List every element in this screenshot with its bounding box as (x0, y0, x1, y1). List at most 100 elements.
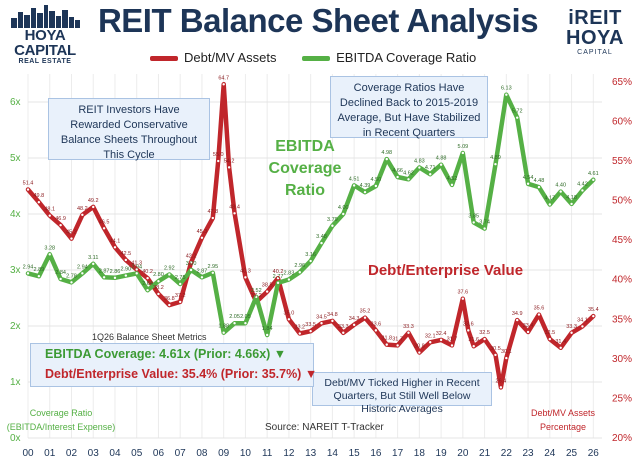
ebitda-data-label: 2.83 (284, 271, 295, 277)
ebitda-data-label: 1.84 (262, 326, 273, 332)
debt-data-label: 32.5 (479, 330, 490, 336)
ebitda-data-point (26, 272, 30, 275)
x-tick-label: 04 (109, 448, 121, 459)
debt-data-label: 33.2 (294, 325, 305, 331)
debt-data-point (287, 318, 291, 321)
ebitda-data-label: 4.39 (360, 183, 371, 189)
chart-title: REIT Balance Sheet Analysis (97, 2, 539, 39)
debt-data-point (516, 318, 519, 322)
ebitda-data-point (429, 173, 432, 176)
debt-data-point (526, 330, 530, 334)
ebitda-data-point (592, 178, 595, 182)
ebitda-data-label: 2.90 (120, 267, 131, 273)
ebitda-data-label: 3.00 (186, 261, 197, 267)
ebitda-data-point (548, 203, 552, 206)
debt-data-label: 35.4 (588, 307, 599, 313)
logo-brand: HOYA CAPITAL (14, 27, 76, 59)
debt-data-label: 54.2 (224, 158, 235, 164)
x-tick-label: 03 (88, 448, 100, 459)
ebitda-data-label: 4.48 (534, 178, 545, 184)
debt-data-point (505, 356, 508, 360)
ebitda-data-label: 2.86 (110, 269, 121, 275)
debt-data-point (189, 261, 193, 264)
ebitda-data-label: 2.05 (240, 314, 251, 320)
debt-data-point (429, 341, 432, 344)
legend-swatch-debt (150, 56, 178, 62)
y-right-tick-label: 50% (612, 196, 632, 207)
ebitda-data-point (439, 163, 443, 166)
ebitda-data-point (352, 184, 356, 187)
ebitda-data-label: 4.51 (349, 176, 360, 182)
debt-data-point (450, 344, 454, 347)
data-labels: 51.449.8 48.146.9 45.2 48.249.2 46.5 44.1 42.5… (23, 75, 599, 384)
ebitda-data-point (189, 268, 193, 272)
ebitda-data-label: 4.17 (544, 195, 555, 201)
right-axis-ticks: 20% 25% 30% 35% 40% 45% 50% 55% 60% 65% (612, 77, 632, 444)
ebitda-data-point (70, 281, 73, 284)
debt-data-label: 44.1 (110, 238, 121, 244)
debt-data-point (102, 227, 106, 230)
ebitda-data-point (222, 331, 225, 334)
x-tick-label: 01 (44, 448, 56, 459)
ebitda-data-point (233, 322, 236, 325)
debt-data-point (363, 316, 367, 319)
debt-data-label: 42.2 (186, 253, 197, 259)
legend-label-debt: Debt/MV Assets (184, 50, 277, 65)
metric-debt-ev: Debt/Enterprise Value: 35.4% (Prior: 35.… (45, 367, 318, 381)
ebitda-data-label: 4.52 (447, 176, 458, 182)
debt-data-label: 37.2 (175, 293, 186, 299)
x-tick-label: 10 (240, 448, 252, 459)
ebitda-data-label: 2.92 (164, 265, 175, 271)
ebitda-data-point (81, 272, 84, 275)
debt-data-label: 38.5 (262, 283, 273, 289)
ebitda-data-label: 2.77 (273, 274, 284, 280)
debt-data-point (472, 345, 475, 348)
y-right-tick-label: 25% (612, 393, 632, 404)
debt-data-label: 36.8 (164, 296, 175, 302)
ebitda-data-point (298, 271, 301, 274)
ebitda-data-label: 3.28 (44, 245, 55, 251)
debt-data-label: 34.8 (327, 312, 338, 318)
debt-ev-label: Debt/Enterprise Value (368, 262, 524, 279)
debt-data-label: 31.7 (447, 336, 458, 342)
debt-data-label: 33.6 (371, 321, 382, 327)
x-tick-label: 14 (327, 448, 339, 459)
ebitda-data-point (59, 277, 62, 281)
debt-data-point (407, 331, 410, 334)
debt-data-label: 48.2 (77, 206, 88, 212)
ebitda-data-point (178, 282, 182, 286)
ebitda-data-point (537, 185, 541, 189)
legend-swatch-ebitda (302, 56, 331, 62)
ebitda-data-point (526, 182, 530, 185)
ebitda-data-label: 2.87 (99, 268, 110, 274)
ebitda-coverage-label: EBITDA Coverage Ratio (268, 138, 342, 199)
debt-data-point (385, 343, 388, 346)
x-tick-label: 20 (457, 448, 469, 459)
left-axis-note: Coverage Ratio (EBITDA/Interest Expense) (6, 408, 116, 432)
debt-data-label: 33.3 (403, 324, 414, 330)
ebitda-data-label: 4.54 (523, 175, 534, 181)
debt-data-label: 34.1 (577, 317, 588, 323)
debt-data-label: 46.9 (55, 216, 66, 222)
x-tick-label: 23 (523, 448, 535, 459)
debt-data-point (548, 337, 552, 341)
ebitda-data-label: 4.18 (566, 195, 577, 201)
debt-data-label: 31.6 (468, 337, 479, 343)
x-tick-label: 12 (283, 448, 295, 459)
debt-data-point (217, 159, 220, 163)
ebitda-data-label: 2.78 (66, 273, 77, 279)
ebitda-data-point (37, 274, 41, 278)
debt-data-label: 35.6 (534, 306, 545, 312)
debt-data-label: 30.5 (490, 346, 501, 352)
debt-data-point (211, 216, 215, 220)
ebitda-data-label: 4.00 (338, 205, 349, 211)
ebitda-data-label: 4.42 (577, 181, 588, 187)
debt-data-point (157, 292, 160, 296)
ebitda-data-point (581, 189, 584, 192)
debt-data-point (135, 268, 138, 271)
ebitda-data-label: 2.84 (55, 270, 66, 276)
debt-data-label: 32.1 (425, 333, 436, 339)
ebitda-data-point (516, 116, 519, 119)
metric-ebitda-coverage: EBITDA Coverage: 4.61x (Prior: 4.66x) ▼ (45, 347, 287, 361)
debt-data-label: 37.2 (251, 293, 262, 299)
